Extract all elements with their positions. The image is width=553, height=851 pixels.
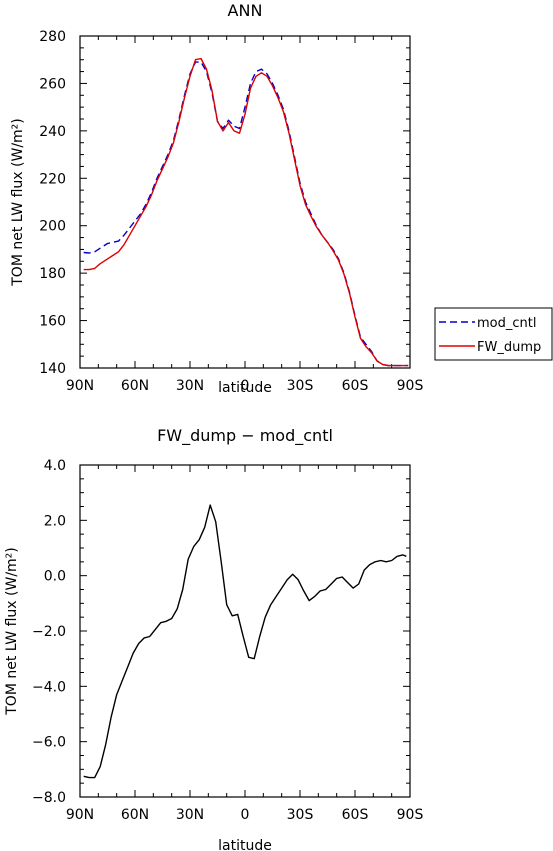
y-tick-label: 140 xyxy=(39,361,66,377)
y-tick-label: −8.0 xyxy=(32,790,66,806)
legend-box xyxy=(434,307,553,361)
legend: mod_cntl FW_dump xyxy=(434,307,553,361)
series-line-fw-dump xyxy=(83,57,409,367)
chart-title: FW_dump − mod_cntl xyxy=(157,426,333,446)
y-tick-label: 4.0 xyxy=(44,458,66,474)
plot-frame xyxy=(79,35,411,369)
x-axis-label: latitude xyxy=(218,838,272,851)
x-tick-label: 30S xyxy=(287,807,314,823)
y-tick-label: 2.0 xyxy=(44,513,66,529)
x-tick-label: 0 xyxy=(241,378,250,394)
chart-title: ANN xyxy=(228,1,263,20)
y-tick-label: −4.0 xyxy=(32,679,66,695)
plot-frame xyxy=(79,464,411,798)
y-tick-label: 240 xyxy=(39,124,66,140)
difference-line xyxy=(83,504,407,779)
x-tick-label: 30S xyxy=(287,378,314,394)
x-tick-label: 30N xyxy=(176,378,204,394)
y-tick-label: 180 xyxy=(39,266,66,282)
y-tick-label: 220 xyxy=(39,171,66,187)
y-tick-label: 200 xyxy=(39,219,66,235)
y-tick-label: −6.0 xyxy=(32,735,66,751)
y-axis-label: TOM net LW flux (W/m²) xyxy=(10,118,26,287)
chart-panel-1: 90N 60N 30N 0 30S 60S 90S 140 160 180 200 220 240 260… xyxy=(10,1,553,396)
x-tick-label: 30N xyxy=(176,807,204,823)
x-tick-label: 90S xyxy=(397,807,424,823)
x-tick-label: 0 xyxy=(241,807,250,823)
y-tick-label: 0.0 xyxy=(44,569,66,585)
x-tick-label: 90S xyxy=(397,378,424,394)
x-tick-label: 60N xyxy=(121,378,149,394)
y-tick-label: −2.0 xyxy=(32,624,66,640)
x-axis-label: latitude xyxy=(218,380,272,396)
legend-label: FW_dump xyxy=(477,340,541,355)
chart-panel-2: 90N 60N 30N 0 30S 60S 90S −8.0 −6.0 −4.0 −2.0 0.0 2.… xyxy=(4,426,423,851)
x-tick-label: 60N xyxy=(121,807,149,823)
y-tick-label: 260 xyxy=(39,76,66,92)
x-tick-label: 90N xyxy=(66,378,94,394)
x-tick-label: 60S xyxy=(342,807,369,823)
y-axis-label: TOM net LW flux (W/m²) xyxy=(4,547,20,716)
x-tick-label: 90N xyxy=(66,807,94,823)
legend-label: mod_cntl xyxy=(477,316,536,331)
y-tick-label: 280 xyxy=(39,29,66,45)
x-tick-label: 60S xyxy=(342,378,369,394)
y-tick-label: 160 xyxy=(39,314,66,330)
